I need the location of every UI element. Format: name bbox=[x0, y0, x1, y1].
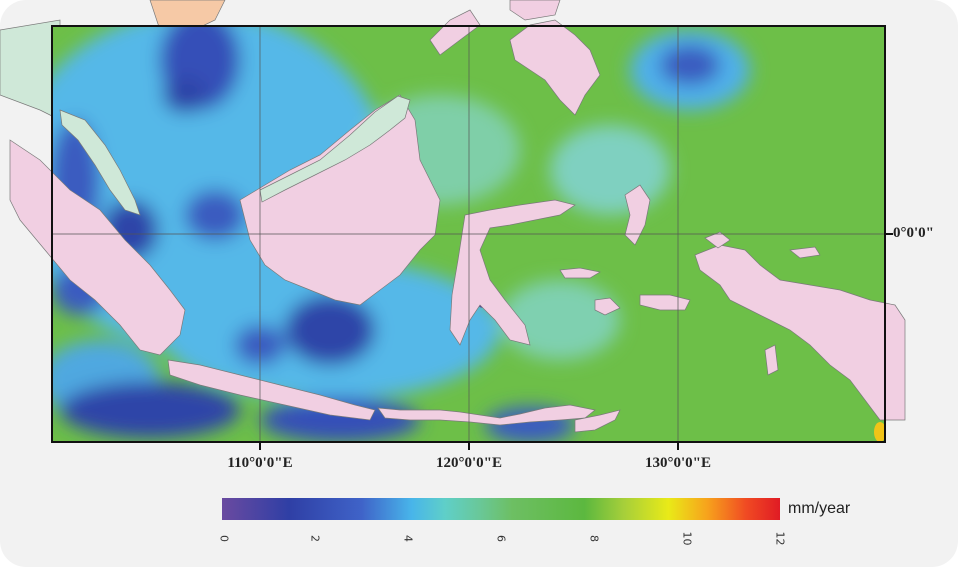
land-sulawesi bbox=[449, 199, 576, 346]
land-borneo bbox=[239, 94, 441, 306]
land-seram bbox=[639, 294, 691, 311]
land-timor bbox=[574, 409, 621, 433]
axis-ticks bbox=[259, 233, 893, 450]
graticule bbox=[52, 26, 885, 442]
land-java bbox=[167, 359, 376, 421]
lon-label-110e: 110°0'0"E bbox=[227, 455, 293, 471]
lon-label-120e: 120°0'0"E bbox=[436, 455, 502, 471]
land-masses bbox=[9, 0, 906, 433]
lat-label-equator: 0°0'0" bbox=[893, 225, 934, 241]
colorbar-tick: 8 bbox=[587, 535, 601, 542]
mainland-green bbox=[0, 19, 61, 121]
land-buru bbox=[594, 297, 621, 316]
colorbar-tick: 4 bbox=[401, 535, 415, 542]
sea-level-rate-field bbox=[52, 26, 885, 442]
land-luzon-tip bbox=[509, 0, 561, 21]
lon-label-130e: 130°0'0"E bbox=[645, 455, 711, 471]
colorbar-tick: 2 bbox=[308, 535, 322, 542]
land-sabah bbox=[259, 95, 411, 203]
land-sunda-islands bbox=[377, 404, 596, 426]
land-new-guinea bbox=[694, 244, 906, 421]
land-sumatra bbox=[9, 139, 186, 356]
colorbar-unit: mm/year bbox=[788, 500, 851, 517]
land-malay-peninsula bbox=[59, 109, 141, 216]
land-biak bbox=[789, 246, 821, 259]
land-sula bbox=[559, 267, 601, 279]
colorbar-tick: 0 bbox=[217, 535, 231, 542]
land-mindanao bbox=[509, 19, 601, 116]
colorbar bbox=[222, 498, 780, 520]
colorbar-tick: 12 bbox=[773, 531, 787, 546]
land-halmahera bbox=[624, 184, 651, 246]
colorbar-tick: 6 bbox=[494, 535, 508, 542]
land-aru bbox=[764, 344, 779, 376]
colorbar-tick: 10 bbox=[680, 531, 694, 546]
